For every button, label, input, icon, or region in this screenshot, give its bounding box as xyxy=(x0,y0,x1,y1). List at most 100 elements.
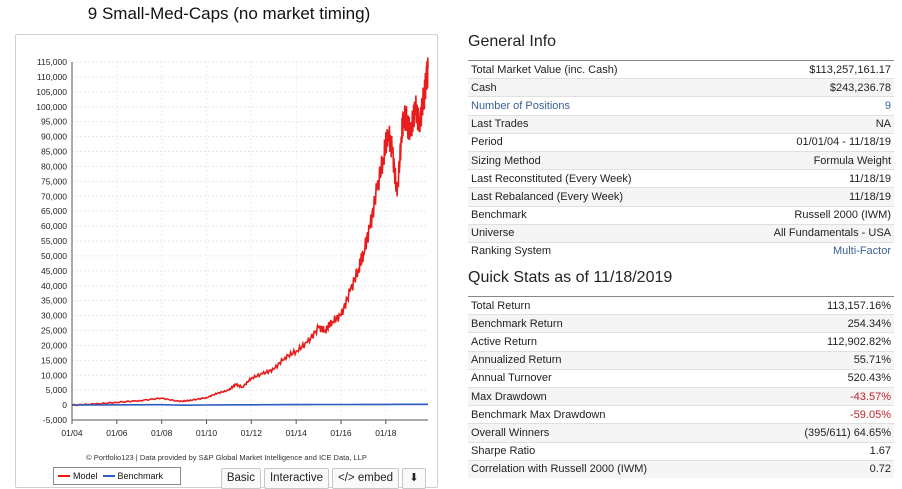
y-tick-label: 30,000 xyxy=(41,311,67,321)
chart-view-buttons: Basic Interactive </> embed ⬇ xyxy=(220,468,426,489)
y-tick-label: -5,000 xyxy=(43,415,67,425)
y-tick-label: 0 xyxy=(62,400,67,410)
table-row: Sharpe Ratio 1.67 xyxy=(468,441,894,461)
table-row: Ranking System Multi-Factor xyxy=(468,241,894,261)
row-label: Last Reconstituted (Every Week) xyxy=(468,169,713,188)
table-row: Last Rebalanced (Every Week) 11/18/19 xyxy=(468,187,894,206)
table-row: Active Return 112,902.82% xyxy=(468,332,894,352)
row-value: All Fundamentals - USA xyxy=(712,223,894,243)
performance-chart[interactable]: 115,000 110,000 105,000 100,000 95,000 90,000… xyxy=(16,35,437,450)
table-row: Benchmark Return 254.34% xyxy=(468,314,894,333)
x-tick-label: 01/06 xyxy=(106,428,128,438)
general-info-table: Total Market Value (inc. Cash) $113,257,1… xyxy=(468,59,894,261)
data-credit: © Portfolio123 | Data provided by S&P Gl… xyxy=(86,453,367,462)
x-tick-label: 01/10 xyxy=(196,428,218,438)
x-tick-label: 01/12 xyxy=(241,428,263,438)
y-tick-label: 115,000 xyxy=(37,57,67,67)
row-value: 113,157.16% xyxy=(750,295,894,315)
table-row: Period 01/01/04 - 11/18/19 xyxy=(468,132,894,152)
row-label: Overall Winners xyxy=(468,423,751,442)
legend-benchmark[interactable]: Benchmark xyxy=(102,471,164,481)
y-tick-label: 95,000 xyxy=(41,117,67,127)
row-label: Benchmark Return xyxy=(468,314,751,333)
table-row: Benchmark Max Drawdown -59.05% xyxy=(468,405,894,424)
y-tick-label: 40,000 xyxy=(41,281,67,291)
y-tick-label: 10,000 xyxy=(41,370,67,380)
table-row: Last Reconstituted (Every Week) 11/18/19 xyxy=(468,169,894,188)
row-label: Total Market Value (inc. Cash) xyxy=(468,59,713,79)
row-value: $113,257,161.17 xyxy=(712,59,894,79)
benchmark-series-line xyxy=(71,403,428,407)
row-label: Universe xyxy=(468,223,713,243)
table-row: Annual Turnover 520.43% xyxy=(468,368,894,388)
row-value: -43.57% xyxy=(750,386,894,406)
chart-title: 9 Small-Med-Caps (no market timing) xyxy=(87,4,371,23)
row-label: Ranking System xyxy=(468,241,713,261)
x-tick-label: 01/18 xyxy=(375,428,397,438)
table-row: Max Drawdown -43.57% xyxy=(468,386,894,406)
row-label: Annual Turnover xyxy=(468,368,751,388)
table-row: Last Trades NA xyxy=(468,114,894,134)
table-row: Total Market Value (inc. Cash) $113,257,1… xyxy=(468,59,894,79)
row-value: (395/611) 64.65% xyxy=(750,423,894,442)
row-value: Formula Weight xyxy=(712,150,894,170)
row-label: Cash xyxy=(468,78,713,97)
row-value: $243,236.78 xyxy=(712,78,894,97)
y-tick-label: 85,000 xyxy=(41,147,67,157)
table-row: Sizing Method Formula Weight xyxy=(468,150,894,170)
table-row: Overall Winners (395/611) 64.65% xyxy=(468,423,894,442)
y-tick-label: 20,000 xyxy=(41,340,67,350)
x-tick-label: 01/16 xyxy=(330,428,352,438)
chart-panel: 115,000 110,000 105,000 100,000 95,000 90,000… xyxy=(15,34,438,489)
row-label: Last Trades xyxy=(468,114,713,134)
legend-benchmark-label: Benchmark xyxy=(117,471,164,481)
y-tick-label: 65,000 xyxy=(41,206,67,216)
y-tick-label: 55,000 xyxy=(41,236,67,246)
table-row: Benchmark Russell 2000 (IWM) xyxy=(468,205,894,225)
row-label[interactable]: Number of Positions xyxy=(468,96,713,116)
row-label: Max Drawdown xyxy=(468,386,751,406)
embed-button[interactable]: </> embed xyxy=(332,468,399,489)
row-value: 1.67 xyxy=(750,441,894,461)
row-label: Sharpe Ratio xyxy=(468,441,751,461)
legend-model-swatch xyxy=(58,475,70,477)
legend-model[interactable]: Model xyxy=(58,471,98,481)
y-tick-label: 15,000 xyxy=(41,355,67,365)
y-tick-label: 60,000 xyxy=(41,221,67,231)
y-tick-label: 50,000 xyxy=(41,251,67,261)
y-tick-label: 90,000 xyxy=(41,132,67,142)
table-row: Cash $243,236.78 xyxy=(468,78,894,97)
basic-button[interactable]: Basic xyxy=(220,468,261,489)
row-label: Benchmark Max Drawdown xyxy=(468,405,751,424)
table-row: Total Return 113,157.16% xyxy=(468,295,894,315)
row-value[interactable]: Multi-Factor xyxy=(712,241,894,261)
row-label: Benchmark xyxy=(468,205,713,225)
download-icon[interactable]: ⬇ xyxy=(402,468,426,489)
interactive-button[interactable]: Interactive xyxy=(263,468,330,489)
quick-stats-heading: Quick Stats as of 11/18/2019 xyxy=(468,269,673,286)
row-label: Active Return xyxy=(468,332,751,352)
y-tick-label: 110,000 xyxy=(37,72,67,82)
x-tick-label: 01/14 xyxy=(286,428,308,438)
y-tick-label: 100,000 xyxy=(36,102,67,112)
y-tick-label: 70,000 xyxy=(41,191,67,201)
table-row: Annualized Return 55.71% xyxy=(468,350,894,370)
row-value: 0.72 xyxy=(750,459,894,478)
table-row: Correlation with Russell 2000 (IWM) 0.72 xyxy=(468,459,894,478)
row-label: Annualized Return xyxy=(468,350,751,370)
y-tick-label: 105,000 xyxy=(36,87,67,97)
general-info-heading: General Info xyxy=(468,33,557,50)
row-value[interactable]: 9 xyxy=(712,96,894,116)
x-tick-label: 01/04 xyxy=(61,428,83,438)
y-tick-label: 25,000 xyxy=(41,326,67,336)
row-label: Sizing Method xyxy=(468,150,713,170)
legend-benchmark-swatch xyxy=(102,475,115,477)
row-label: Total Return xyxy=(468,295,751,315)
row-label: Last Rebalanced (Every Week) xyxy=(468,187,713,206)
table-row: Universe All Fundamentals - USA xyxy=(468,223,894,243)
row-value: 254.34% xyxy=(750,314,894,333)
legend-model-label: Model xyxy=(73,471,98,481)
row-value: 01/01/04 - 11/18/19 xyxy=(712,132,894,152)
row-value: -59.05% xyxy=(750,405,894,424)
row-value: 112,902.82% xyxy=(750,332,894,352)
